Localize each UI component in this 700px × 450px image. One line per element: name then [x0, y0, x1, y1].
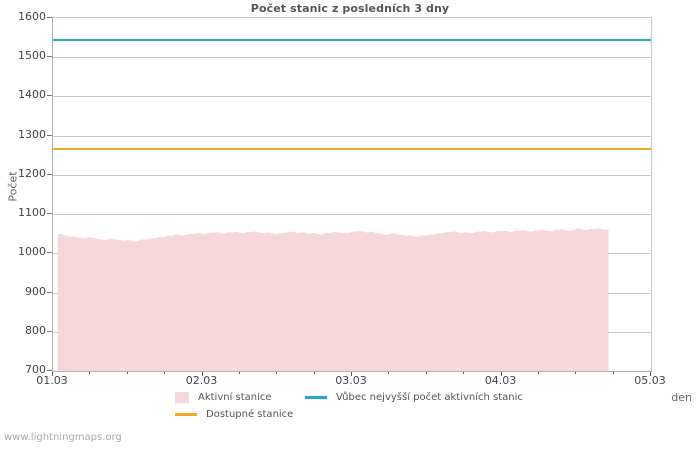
x-tick-mark-minor — [276, 371, 278, 374]
y-tick-mark — [47, 213, 52, 215]
y-tick-mark — [47, 370, 52, 371]
x-tick-mark-minor — [537, 371, 539, 374]
x-tick-mark-minor — [126, 371, 128, 374]
y-tick-mark — [47, 330, 52, 332]
y-tick-label: 700 — [25, 363, 46, 376]
y-tick-mark — [47, 17, 52, 18]
x-tick-label: 04.03 — [484, 374, 517, 387]
y-tick-mark — [47, 56, 52, 58]
y-tick-label: 900 — [25, 284, 46, 298]
y-tick-mark — [47, 95, 52, 97]
legend-swatch-line-icon — [175, 413, 197, 416]
chart-legend: Aktivní stanice Vůbec nejvyšší počet akt… — [175, 389, 655, 423]
x-tick-mark-minor — [313, 371, 315, 374]
x-tick-mark-minor — [89, 371, 91, 374]
y-tick-label: 1300 — [18, 127, 46, 141]
y-tick-label: 1400 — [18, 88, 46, 102]
watermark: www.lightningmaps.org — [4, 432, 122, 443]
x-tick-mark — [201, 371, 203, 376]
y-tick-label: 1600 — [18, 10, 46, 23]
gridline — [53, 174, 651, 176]
x-tick-mark — [52, 371, 53, 376]
x-tick-mark-minor — [425, 371, 427, 374]
legend-label: Dostupné stanice — [206, 409, 294, 420]
legend-label: Vůbec nejvyšší počet aktivních stanic — [336, 392, 523, 403]
y-tick-label: 800 — [25, 323, 46, 337]
gridline — [53, 214, 651, 216]
legend-swatch-line-icon — [305, 396, 327, 399]
gridline — [53, 96, 651, 98]
gridline — [53, 135, 651, 137]
reference-line-available — [53, 148, 651, 150]
x-tick-mark-minor — [575, 371, 577, 374]
x-tick-mark-minor — [238, 371, 240, 374]
y-tick-mark — [47, 291, 52, 293]
x-tick-label: 05.03 — [634, 374, 666, 387]
legend-item-dostupne-stanice[interactable]: Dostupné stanice — [175, 406, 293, 423]
area-path — [57, 228, 609, 371]
x-tick-mark — [650, 371, 651, 376]
y-tick-mark — [47, 134, 52, 136]
y-tick-label: 1500 — [18, 49, 46, 63]
y-tick-label: 1100 — [18, 206, 46, 220]
x-tick-mark — [351, 371, 352, 376]
legend-item-nejvyssi-pocet[interactable]: Vůbec nejvyšší počet aktivních stanic — [305, 389, 523, 406]
legend-item-aktivni-stanice[interactable]: Aktivní stanice — [175, 389, 272, 406]
x-tick-mark — [500, 371, 502, 376]
plot-area — [52, 17, 652, 372]
x-tick-label: 03.03 — [335, 374, 367, 387]
x-tick-label: 01.03 — [36, 374, 68, 387]
legend-label: Aktivní stanice — [198, 392, 272, 403]
legend-swatch-box-icon — [175, 392, 189, 403]
y-tick-label: 1000 — [18, 245, 46, 259]
x-tick-mark-minor — [612, 371, 614, 374]
active-stations-area — [57, 228, 609, 371]
y-tick-label: 1200 — [18, 166, 46, 180]
chart-title: Počet stanic z posledních 3 dny — [250, 2, 450, 15]
x-tick-mark-minor — [388, 371, 390, 374]
reference-line-peak — [53, 38, 651, 41]
gridline — [53, 57, 651, 59]
y-tick-mark — [47, 252, 52, 254]
x-tick-mark-minor — [463, 371, 465, 374]
x-tick-mark-minor — [164, 371, 166, 374]
x-axis-title: den — [671, 391, 692, 404]
x-tick-label: 02.03 — [185, 374, 218, 387]
y-tick-mark — [47, 173, 52, 175]
